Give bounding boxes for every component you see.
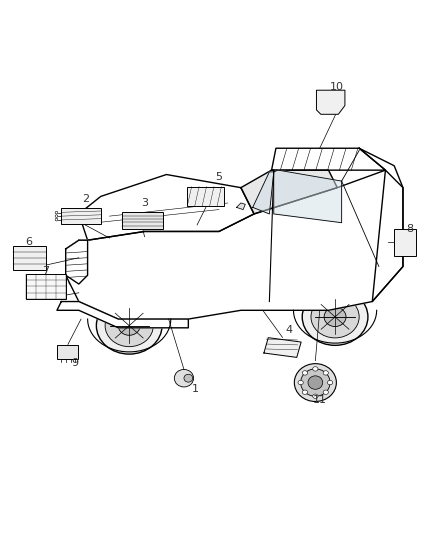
Polygon shape bbox=[316, 90, 345, 114]
Polygon shape bbox=[264, 338, 301, 358]
Ellipse shape bbox=[323, 390, 328, 394]
Ellipse shape bbox=[96, 297, 162, 354]
Ellipse shape bbox=[298, 381, 303, 385]
Ellipse shape bbox=[294, 364, 336, 401]
Polygon shape bbox=[241, 170, 337, 214]
FancyBboxPatch shape bbox=[122, 212, 163, 229]
Ellipse shape bbox=[323, 371, 328, 375]
FancyBboxPatch shape bbox=[57, 345, 78, 359]
FancyBboxPatch shape bbox=[394, 229, 416, 255]
Text: 3: 3 bbox=[141, 198, 148, 208]
Text: 8: 8 bbox=[406, 224, 413, 235]
Text: 4: 4 bbox=[286, 325, 293, 335]
Text: 7: 7 bbox=[42, 266, 49, 276]
Ellipse shape bbox=[174, 369, 194, 387]
FancyBboxPatch shape bbox=[61, 208, 101, 224]
Text: 1: 1 bbox=[191, 384, 198, 394]
Ellipse shape bbox=[118, 316, 140, 335]
Ellipse shape bbox=[311, 296, 359, 338]
Polygon shape bbox=[272, 148, 385, 170]
Text: 10: 10 bbox=[330, 82, 344, 92]
Ellipse shape bbox=[328, 381, 333, 385]
Polygon shape bbox=[274, 170, 342, 223]
Polygon shape bbox=[66, 240, 88, 284]
Ellipse shape bbox=[313, 394, 318, 399]
Ellipse shape bbox=[302, 390, 307, 394]
Ellipse shape bbox=[302, 371, 307, 375]
Polygon shape bbox=[253, 172, 274, 214]
Ellipse shape bbox=[324, 307, 346, 327]
Polygon shape bbox=[237, 203, 245, 209]
Ellipse shape bbox=[302, 288, 368, 345]
Text: 6: 6 bbox=[25, 237, 32, 247]
Polygon shape bbox=[57, 302, 188, 328]
Polygon shape bbox=[66, 170, 403, 319]
Text: 5: 5 bbox=[215, 172, 223, 182]
Ellipse shape bbox=[308, 376, 323, 389]
FancyBboxPatch shape bbox=[26, 273, 66, 299]
Polygon shape bbox=[79, 174, 254, 240]
Ellipse shape bbox=[313, 367, 318, 371]
Text: 9: 9 bbox=[71, 358, 78, 368]
FancyBboxPatch shape bbox=[187, 187, 224, 206]
Polygon shape bbox=[359, 148, 403, 302]
FancyBboxPatch shape bbox=[14, 246, 46, 270]
Ellipse shape bbox=[184, 374, 193, 382]
Ellipse shape bbox=[105, 304, 153, 346]
Text: 2: 2 bbox=[82, 193, 89, 204]
Text: 11: 11 bbox=[313, 395, 327, 405]
Ellipse shape bbox=[300, 369, 330, 396]
